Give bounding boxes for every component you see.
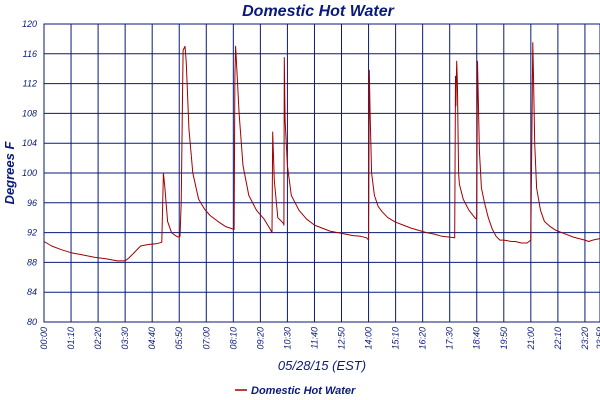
x-tick-label: 03:30 bbox=[120, 327, 130, 350]
x-tick-label: 22:10 bbox=[553, 327, 563, 351]
legend: Domestic Hot Water bbox=[235, 385, 356, 397]
x-tick-label: 02:20 bbox=[93, 327, 103, 350]
y-tick-label: 104 bbox=[22, 138, 37, 148]
x-tick-label: 11:40 bbox=[309, 327, 319, 349]
x-axis-label: 05/28/15 (EST) bbox=[278, 358, 366, 373]
x-tick-label: 23:59 bbox=[595, 327, 600, 351]
x-tick-label: 19:50 bbox=[499, 327, 509, 350]
plot-area-border bbox=[43, 23, 600, 323]
x-tick-label: 00:00 bbox=[39, 327, 49, 350]
x-tick-label: 14:00 bbox=[364, 327, 374, 350]
x-tick-label: 21:00 bbox=[526, 327, 536, 351]
x-tick-label: 16:20 bbox=[418, 327, 428, 350]
x-tick-label: 15:10 bbox=[391, 327, 401, 350]
x-tick-labels: 00:00 01:10 02:20 03:30 04:40 05:50 07:00 08:10… bbox=[39, 327, 600, 351]
x-tick-label: 23:20 bbox=[580, 327, 590, 351]
y-tick-label: 96 bbox=[27, 198, 37, 208]
y-tick-label: 116 bbox=[23, 49, 37, 59]
x-tick-label: 12:50 bbox=[337, 327, 347, 350]
y-tick-label: 120 bbox=[22, 19, 37, 29]
x-tick-label: 05:50 bbox=[174, 327, 184, 350]
y-tick-label: 88 bbox=[27, 257, 37, 267]
x-tick-label: 10:30 bbox=[282, 327, 292, 350]
y-tick-label: 80 bbox=[27, 317, 37, 327]
y-tick-label: 100 bbox=[22, 168, 37, 178]
series-layer bbox=[43, 42, 600, 262]
y-axis-label: Degrees F bbox=[2, 141, 17, 205]
x-tick-label: 04:40 bbox=[147, 327, 157, 350]
y-tick-labels: 80 84 88 92 96 100 104 108 112 116 120 bbox=[22, 19, 37, 327]
y-tick-label: 108 bbox=[22, 108, 37, 118]
x-tick-label: 08:10 bbox=[228, 327, 238, 350]
legend-label: Domestic Hot Water bbox=[251, 385, 356, 397]
y-tick-label: 84 bbox=[27, 287, 37, 297]
x-tick-label: 07:00 bbox=[201, 327, 211, 350]
x-tick-label: 17:30 bbox=[445, 327, 455, 350]
grid-layer bbox=[44, 24, 600, 322]
series-line-domestic-hot-water bbox=[43, 42, 600, 262]
x-tick-label: 09:20 bbox=[255, 327, 265, 350]
x-tick-label: 01:10 bbox=[66, 327, 76, 350]
y-tick-label: 92 bbox=[27, 228, 37, 238]
x-tick-label: 18:40 bbox=[472, 327, 482, 350]
y-tick-label: 112 bbox=[23, 79, 37, 89]
chart-title: Domestic Hot Water bbox=[242, 3, 395, 20]
